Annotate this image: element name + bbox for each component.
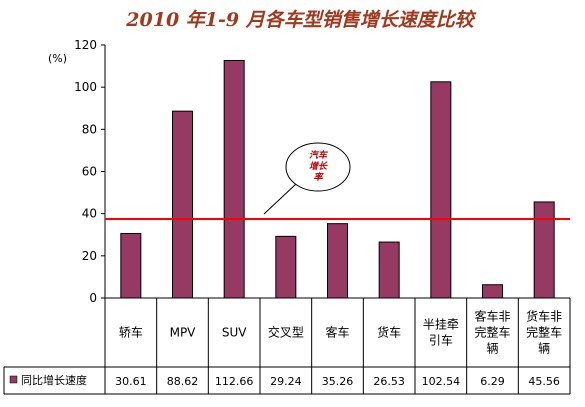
x-tick-label: 引车 xyxy=(429,333,453,348)
x-tick-label: 完整车 xyxy=(474,325,510,340)
data-label: 45.56 xyxy=(528,375,560,388)
x-tick-label: 客车非 xyxy=(474,309,510,324)
x-tick-label: 半挂牵 xyxy=(423,318,459,332)
y-tick-label: 20 xyxy=(82,249,97,263)
x-tick-label: 辆 xyxy=(486,342,498,356)
y-tick-label: 40 xyxy=(82,207,97,221)
bar xyxy=(172,110,193,299)
chart-title: 2010 年1-9 月各车型销售增长速度比较 xyxy=(125,9,476,31)
y-tick-label: 60 xyxy=(82,165,97,179)
x-tick-label: 交叉型 xyxy=(268,325,304,340)
annotation-label: 汽车 xyxy=(309,150,329,161)
y-axis-unit: (%) xyxy=(48,52,67,65)
data-label: 35.26 xyxy=(322,375,354,388)
data-label: 6.29 xyxy=(480,375,505,388)
x-tick-label: SUV xyxy=(222,326,247,340)
legend-label: 同比增长速度 xyxy=(21,373,87,387)
data-label: 26.53 xyxy=(373,375,405,388)
bar xyxy=(327,223,348,299)
annotation-pointer xyxy=(263,183,297,215)
annotation-ellipse xyxy=(285,142,351,192)
y-tick-label: 80 xyxy=(82,122,97,136)
x-tick-label: 货车 xyxy=(377,325,401,340)
data-label: 30.61 xyxy=(115,375,147,388)
y-tick-label: 100 xyxy=(74,80,97,94)
bar xyxy=(482,284,503,299)
legend-swatch xyxy=(9,375,18,384)
annotation-label: 增长 xyxy=(309,161,328,172)
annotation-label: 率 xyxy=(313,172,324,183)
bar xyxy=(430,81,452,299)
bar xyxy=(533,201,555,299)
x-tick-label: MPV xyxy=(170,326,197,340)
data-label: 112.66 xyxy=(215,375,254,388)
y-tick-label: 120 xyxy=(74,38,97,52)
bar xyxy=(275,235,297,299)
x-tick-label: 辆 xyxy=(538,342,550,356)
data-label: 102.54 xyxy=(422,375,461,388)
data-label: 88.62 xyxy=(167,375,199,388)
bar xyxy=(378,241,400,299)
x-tick-label: 完整车 xyxy=(526,325,562,340)
x-tick-label: 客车 xyxy=(325,325,349,340)
x-tick-label: 轿车 xyxy=(119,325,143,340)
bar xyxy=(120,232,142,299)
bar xyxy=(223,59,245,299)
x-tick-label: 货车非 xyxy=(526,309,562,324)
y-tick-label: 0 xyxy=(89,291,97,305)
data-label: 29.24 xyxy=(270,375,302,388)
